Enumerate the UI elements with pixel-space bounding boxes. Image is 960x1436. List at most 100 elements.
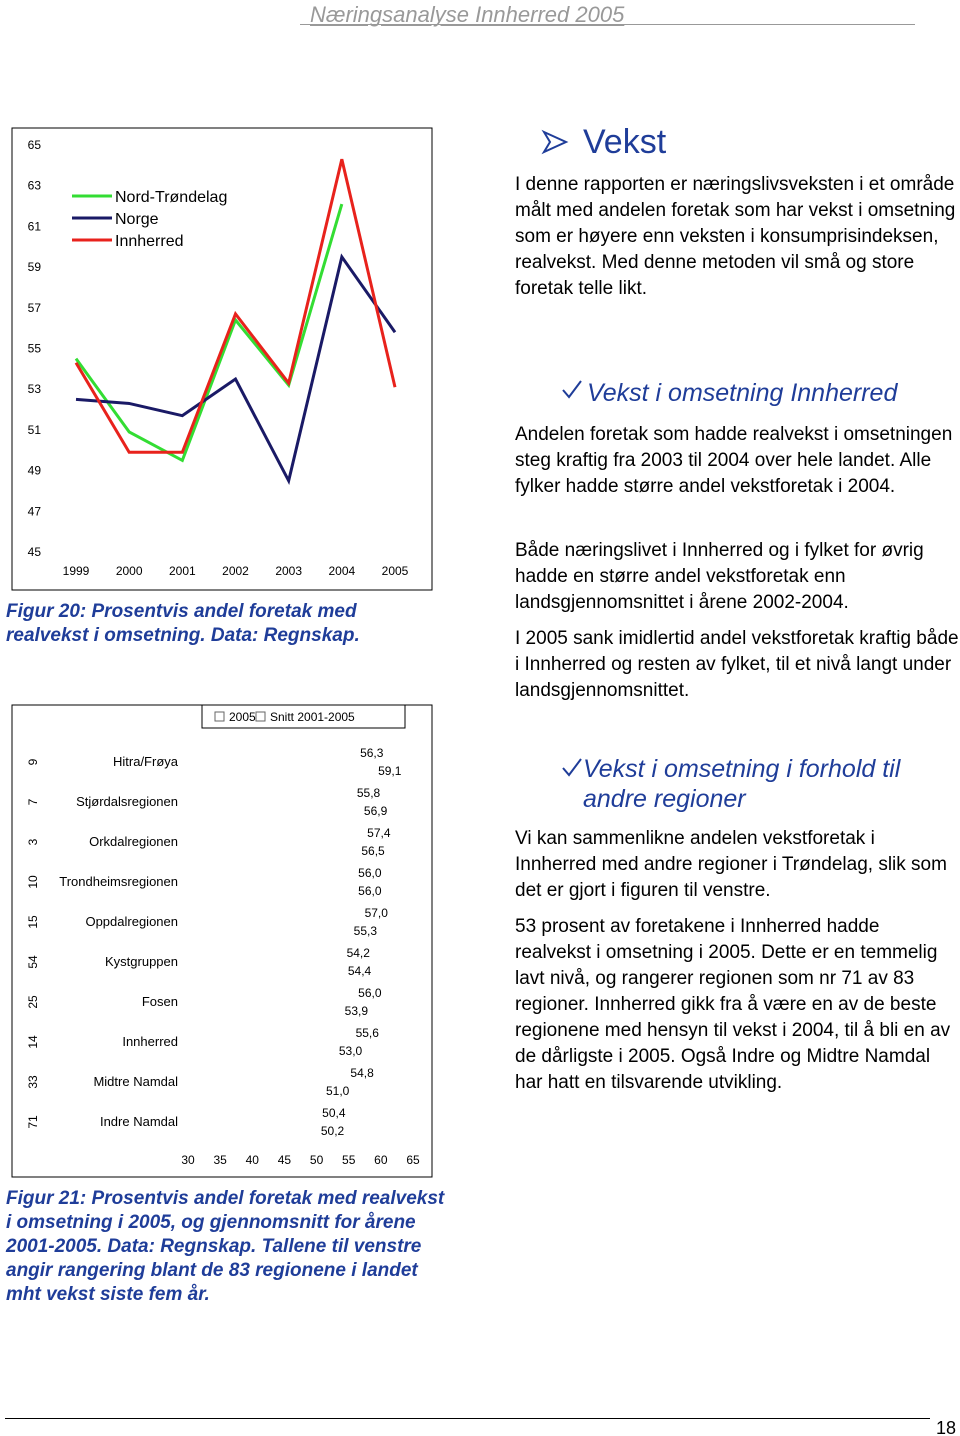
value-label: 55,8 <box>357 786 381 800</box>
value-label: 56,0 <box>358 986 382 1000</box>
bar <box>188 945 344 961</box>
value-label: 56,5 <box>361 844 385 858</box>
value-label: 57,4 <box>367 826 391 840</box>
category-label: Hitra/Frøya <box>113 754 179 769</box>
x-tick-label: 2004 <box>328 564 355 578</box>
y-tick-label: 65 <box>28 138 42 152</box>
x-tick-label: 55 <box>342 1153 356 1167</box>
rank-label: 7 <box>26 798 40 805</box>
bar <box>188 865 356 881</box>
bar <box>188 1065 348 1081</box>
value-label: 53,0 <box>339 1044 363 1058</box>
line-series <box>75 253 397 486</box>
bar <box>188 905 362 921</box>
rank-label: 54 <box>26 955 40 969</box>
value-label: 56,3 <box>360 746 384 760</box>
x-tick-label: 65 <box>406 1153 420 1167</box>
category-label: Stjørdalsregionen <box>76 794 178 809</box>
rank-label: 33 <box>26 1075 40 1089</box>
value-label: 54,4 <box>348 964 372 978</box>
rank-label: 3 <box>26 838 40 845</box>
bar <box>188 1025 353 1041</box>
legend-label: Snitt 2001-2005 <box>270 710 355 724</box>
y-tick-label: 49 <box>28 464 42 478</box>
category-label: Oppdalregionen <box>85 914 178 929</box>
value-label: 55,3 <box>354 924 378 938</box>
category-label: Innherred <box>122 1034 178 1049</box>
value-label: 56,0 <box>358 884 382 898</box>
footer-rule <box>5 1418 930 1419</box>
rank-label: 14 <box>26 1035 40 1049</box>
bar <box>188 1003 342 1019</box>
x-tick-label: 35 <box>213 1153 227 1167</box>
x-tick-label: 45 <box>278 1153 292 1167</box>
bar <box>188 985 356 1001</box>
section-heading: Vekst i omsetning Innherred <box>587 379 898 407</box>
chart-frame <box>11 127 433 591</box>
value-label: 59,1 <box>378 764 402 778</box>
legend-frame <box>201 704 406 729</box>
y-tick-label: 51 <box>28 423 42 437</box>
value-label: 55,6 <box>356 1026 380 1040</box>
y-tick-label: 61 <box>28 219 42 233</box>
category-label: Indre Namdal <box>100 1114 178 1129</box>
paragraph: I denne rapporten er næringslivsveksten … <box>515 174 956 299</box>
rank-label: 10 <box>26 875 40 889</box>
bar <box>188 843 359 859</box>
line-series <box>74 203 344 463</box>
category-label: Trondheimsregionen <box>59 874 178 889</box>
legend-label: Nord-Trøndelag <box>115 189 227 206</box>
rank-label: 9 <box>26 758 40 765</box>
x-tick-label: 50 <box>310 1153 324 1167</box>
bar <box>188 923 351 939</box>
paragraph: Både næringslivet i Innherred og i fylke… <box>515 540 924 613</box>
x-tick-label: 30 <box>181 1153 195 1167</box>
x-tick-label: 2003 <box>275 564 302 578</box>
bar <box>188 1083 323 1099</box>
value-label: 56,0 <box>358 866 382 880</box>
caption: Figur 21: Prosentvis andel foretak med r… <box>6 1188 445 1305</box>
bar <box>188 785 354 801</box>
bar-chart: 30 35 40 45 50 55 60 65 Hitra/Frøya 9 56,3 59,1 Stjø… <box>11 704 433 1178</box>
page-number: 18 <box>936 1418 957 1436</box>
caption: Figur 20: Prosentvis andel foretak med r… <box>6 601 360 646</box>
x-tick-label: 1999 <box>63 564 90 578</box>
value-label: 50,4 <box>322 1106 346 1120</box>
x-tick-label: 2000 <box>116 564 143 578</box>
y-tick-label: 47 <box>28 504 42 518</box>
bar <box>188 803 361 819</box>
y-tick-label: 63 <box>28 179 42 193</box>
legend-label: Innherred <box>115 233 184 250</box>
category-label: Midtre Namdal <box>93 1074 178 1089</box>
check-icon <box>562 380 582 399</box>
legend-swatch <box>214 711 225 722</box>
bar <box>188 1043 336 1059</box>
bar <box>188 763 376 779</box>
y-tick-label: 53 <box>28 382 42 396</box>
bar <box>188 1105 320 1121</box>
line-series <box>74 158 397 454</box>
y-tick-label: 59 <box>28 260 42 274</box>
category-label: Fosen <box>142 994 178 1009</box>
bar <box>188 745 358 761</box>
header-title: Næringsanalyse Innherred 2005 <box>310 2 625 27</box>
x-tick-label: 2005 <box>382 564 409 578</box>
paragraph: Andelen foretak som hadde realvekst i om… <box>515 424 953 497</box>
rank-label: 71 <box>26 1115 40 1129</box>
rank-label: 25 <box>26 995 40 1009</box>
arrow-icon <box>541 129 569 155</box>
check-icon <box>562 758 582 777</box>
value-label: 56,9 <box>364 804 388 818</box>
paragraph: Vi kan sammenlikne andelen vekstforetak … <box>515 828 947 901</box>
section-heading: Vekst i omsetning i forhold til andre re… <box>583 755 901 813</box>
legend-label: 2005 <box>229 710 256 724</box>
y-tick-label: 57 <box>28 301 42 315</box>
x-tick-label: 60 <box>374 1153 388 1167</box>
value-label: 54,2 <box>347 946 371 960</box>
bar <box>188 883 356 899</box>
paragraph: 53 prosent av foretakene i Innherred had… <box>515 916 951 1093</box>
value-label: 51,0 <box>326 1084 350 1098</box>
line-chart: 45 47 49 51 53 55 57 59 61 63 65 1999 2000 2001 2002 20… <box>11 127 433 591</box>
category-label: Orkdalregionen <box>89 834 178 849</box>
